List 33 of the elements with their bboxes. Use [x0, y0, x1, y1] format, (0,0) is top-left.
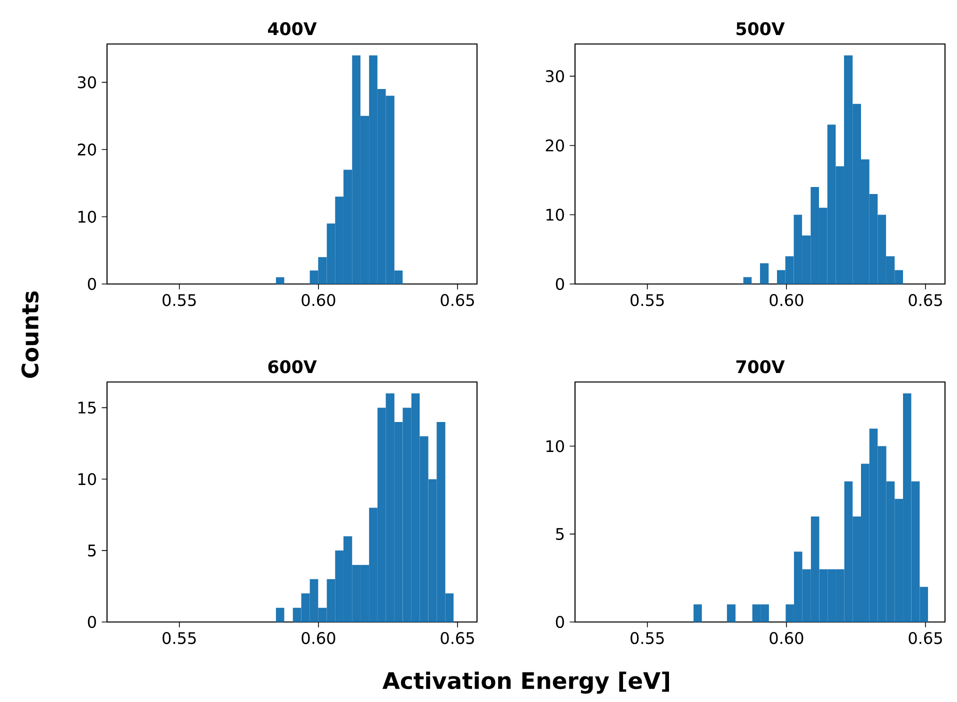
- chart-title: 500V: [736, 22, 785, 36]
- x-tick-label: 0.60: [302, 632, 336, 644]
- x-tick-label: 0.65: [440, 632, 474, 644]
- y-tick-label: 30: [78, 76, 96, 88]
- y-tick-label: 20: [546, 139, 564, 152]
- x-tick-label: 0.55: [630, 294, 664, 306]
- y-tick-label: 0: [556, 616, 564, 628]
- y-tick-label: 0: [88, 616, 96, 628]
- x-tick-label: 0.55: [630, 632, 664, 644]
- y-tick-label: 20: [78, 143, 96, 156]
- y-tick-label: 30: [546, 70, 564, 82]
- y-tick-label: 5: [88, 544, 96, 557]
- y-axis-title: Counts: [21, 291, 39, 378]
- x-tick-label: 0.60: [770, 632, 804, 644]
- y-tick-label: 10: [546, 440, 564, 452]
- y-tick-label: 15: [78, 402, 96, 414]
- x-axis-title: Activation Energy [eV]: [382, 672, 670, 694]
- chart-title: 700V: [736, 360, 785, 374]
- x-tick-label: 0.65: [908, 632, 942, 644]
- x-tick-label: 0.60: [770, 294, 804, 306]
- x-tick-label: 0.65: [908, 294, 942, 306]
- x-tick-label: 0.65: [440, 294, 474, 306]
- chart-title: 600V: [268, 360, 317, 374]
- x-tick-label: 0.55: [162, 294, 196, 306]
- y-tick-label: 10: [78, 473, 96, 486]
- y-tick-label: 5: [556, 528, 564, 540]
- x-tick-label: 0.60: [302, 294, 336, 306]
- y-tick-label: 10: [546, 208, 564, 221]
- y-tick-label: 0: [88, 278, 96, 290]
- y-tick-label: 10: [78, 210, 96, 223]
- y-tick-label: 0: [556, 278, 564, 290]
- x-tick-label: 0.55: [162, 632, 196, 644]
- chart-title: 400V: [268, 22, 317, 36]
